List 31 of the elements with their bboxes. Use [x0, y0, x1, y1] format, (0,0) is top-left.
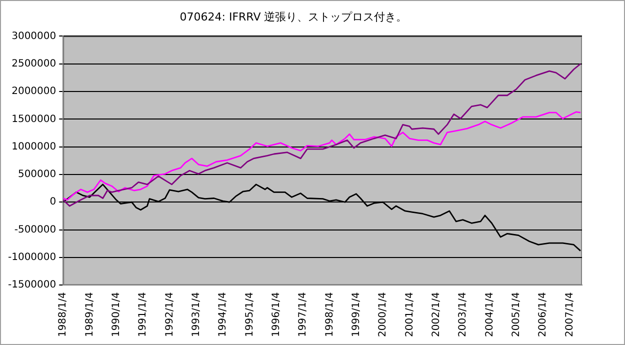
x-tick-label: 1988/1/4	[58, 292, 69, 338]
x-tick-label: 2002/1/4	[430, 292, 442, 338]
x-tick-label: 1999/1/4	[350, 292, 362, 338]
chart-title: 070624: IFRRV 逆張り、ストップロス付き。	[180, 10, 408, 24]
x-tick-label: 2007/1/4	[564, 292, 576, 338]
y-tick-label: 0	[50, 196, 56, 208]
x-tick-label: 1992/1/4	[164, 292, 176, 338]
x-tick-label: 1991/1/4	[138, 292, 149, 338]
x-tick-label: 2003/1/4	[458, 292, 469, 338]
x-tick-label: 1989/1/4	[84, 292, 96, 338]
y-tick-label: 3000000	[12, 30, 56, 42]
x-tick-label: 2001/1/4	[404, 292, 416, 338]
x-tick-label: 2004/1/4	[484, 292, 496, 338]
x-tick-label: 2005/1/4	[510, 292, 522, 338]
x-tick-label: 1997/1/4	[298, 292, 309, 338]
y-tick-label: 500000	[18, 169, 56, 180]
y-tick-label: 2500000	[12, 58, 56, 70]
x-tick-label: 1994/1/4	[218, 292, 229, 338]
x-tick-label: 1996/1/4	[271, 292, 282, 338]
x-tick-label: 1995/1/4	[244, 292, 256, 338]
y-tick-label: -1500000	[8, 280, 56, 291]
x-tick-label: 1993/1/4	[191, 292, 202, 338]
y-tick-label: 1000000	[12, 141, 56, 152]
x-tick-label: 2000/1/4	[378, 292, 389, 338]
y-tick-label: -500000	[14, 224, 56, 236]
y-tick-label: -1000000	[8, 252, 56, 264]
x-tick-label: 1990/1/4	[111, 292, 122, 338]
x-tick-label: 1998/1/4	[324, 292, 336, 338]
y-tick-label: 1500000	[12, 114, 56, 125]
y-tick-label: 2000000	[12, 86, 56, 98]
x-tick-label: 2006/1/4	[538, 292, 549, 338]
